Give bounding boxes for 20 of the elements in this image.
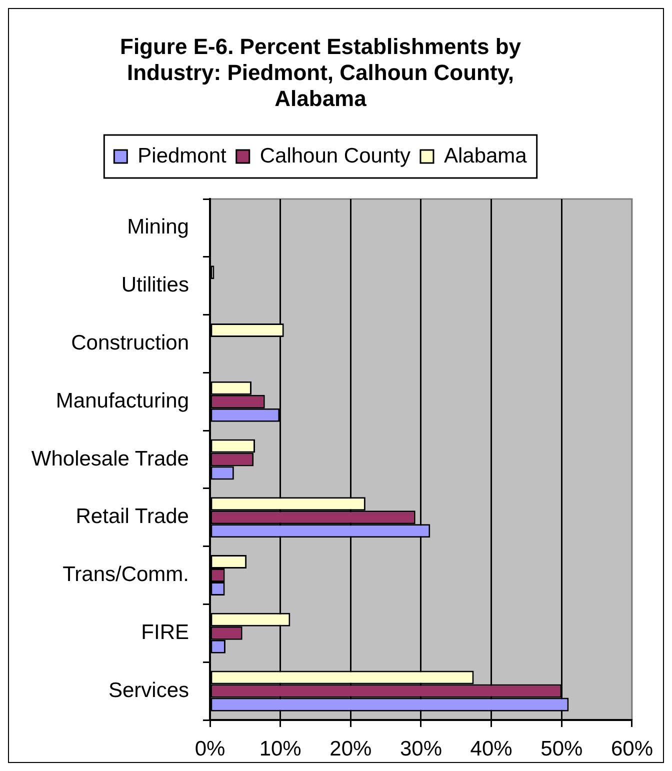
x-tick-label: 40% xyxy=(470,737,512,760)
legend-label: Alabama xyxy=(444,144,528,168)
y-tick-label: Services xyxy=(108,678,189,702)
y-tick-label: FIRE xyxy=(141,620,189,644)
y-tick-label: Retail Trade xyxy=(76,505,189,528)
legend-label: Calhoun County xyxy=(260,144,411,168)
y-tick-label: Construction xyxy=(71,332,189,355)
y-tick-label: Mining xyxy=(127,216,189,239)
y-tick-label: Manufacturing xyxy=(56,389,189,412)
y-tick-label: Utilities xyxy=(121,274,189,297)
x-tick-label: 20% xyxy=(330,737,372,760)
y-tick-label: Wholesale Trade xyxy=(31,447,189,470)
legend-label: Piedmont xyxy=(138,144,227,168)
y-tick-label: Trans/Comm. xyxy=(62,563,189,586)
x-tick-label: 60% xyxy=(610,737,653,760)
chart-title: Figure E-6. Percent Establishments by Industry: Piedmont, Calhoun County, Alabama xyxy=(120,34,522,112)
x-tick-label: 10% xyxy=(259,737,302,760)
x-tick-label: 30% xyxy=(400,737,442,760)
x-tick-label: 0% xyxy=(194,737,226,760)
x-tick-label: 50% xyxy=(540,737,583,760)
